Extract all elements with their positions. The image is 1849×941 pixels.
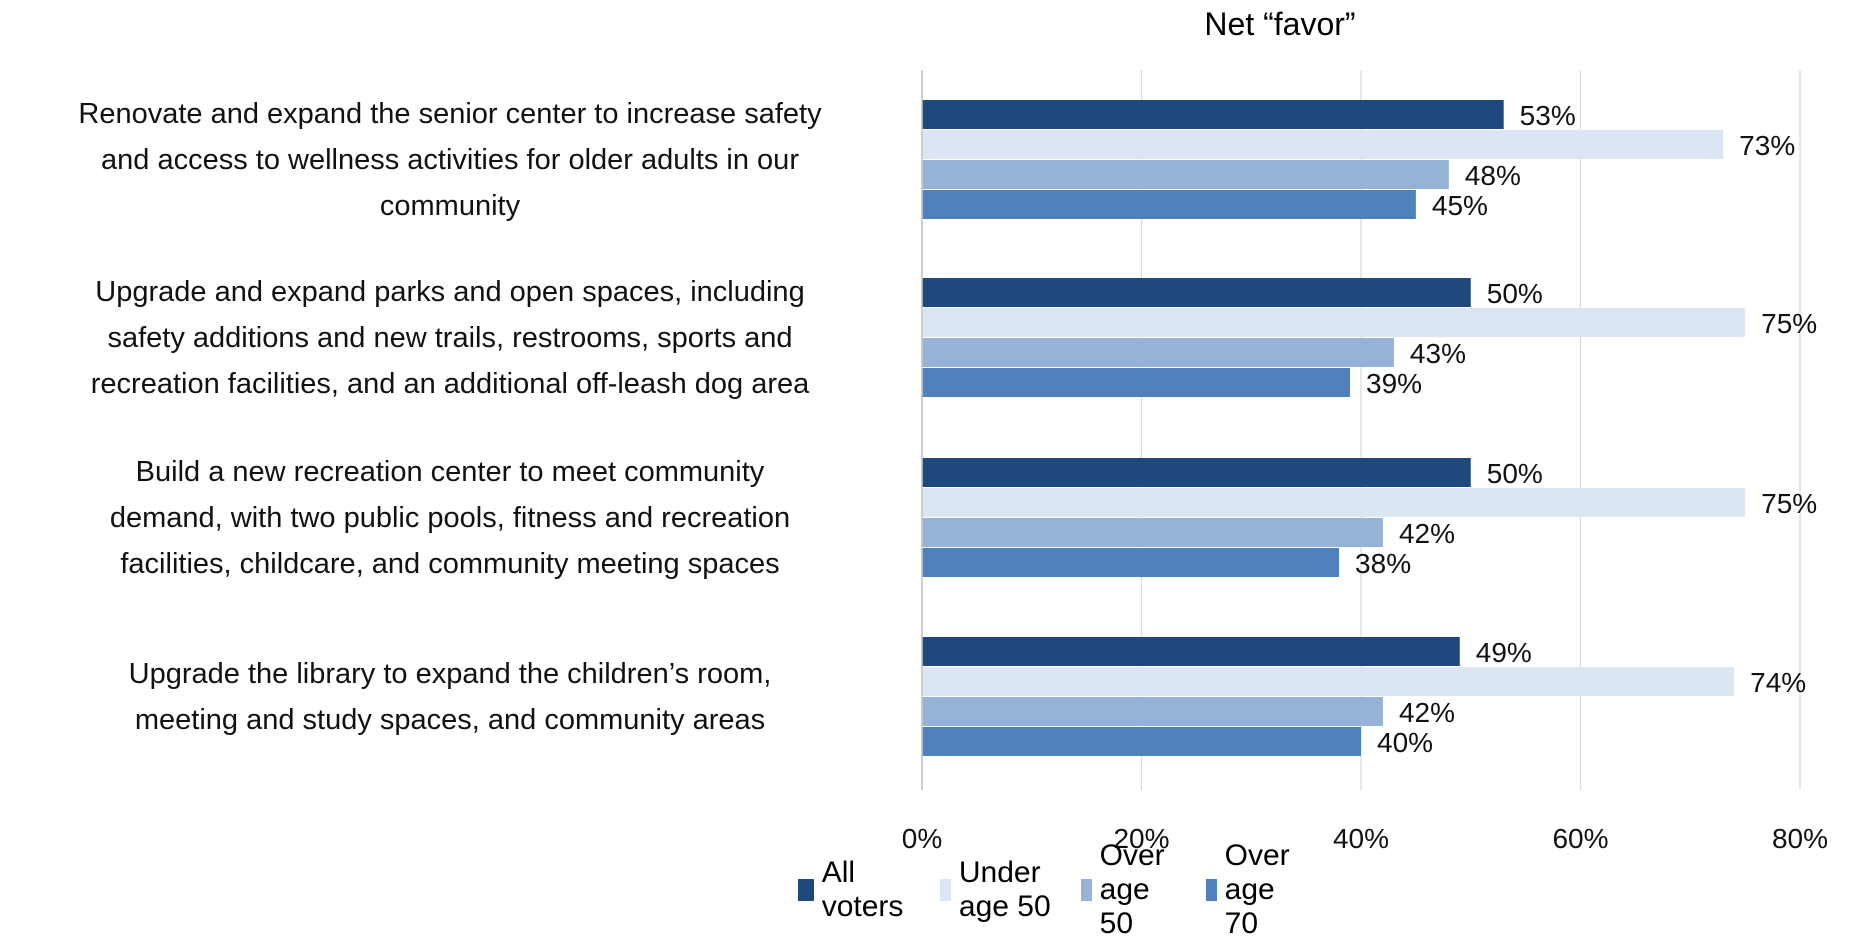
- bar: [922, 100, 1504, 129]
- data-label: 50%: [1487, 278, 1543, 309]
- bar: [922, 697, 1383, 726]
- bar: [922, 727, 1361, 756]
- category-label: Upgrade and expand parks and open spaces…: [15, 269, 885, 407]
- category-label-line: and access to wellness activities for ol…: [101, 144, 799, 176]
- data-label: 53%: [1520, 100, 1576, 131]
- category-label-line: facilities, childcare, and community mee…: [120, 548, 780, 580]
- category-label-line: meeting and study spaces, and community …: [134, 704, 766, 736]
- category-label: Build a new recreation center to meet co…: [15, 449, 885, 587]
- data-label: 42%: [1399, 697, 1455, 728]
- data-label: 40%: [1377, 727, 1433, 758]
- category-label-line: Upgrade the library to expand the childr…: [128, 658, 772, 690]
- data-label: 75%: [1761, 308, 1817, 339]
- bar: [922, 338, 1394, 367]
- legend-item: Under age 50: [939, 856, 1052, 924]
- bar: [922, 667, 1735, 696]
- category-label: Upgrade the library to expand the childr…: [15, 651, 885, 743]
- legend: All voters Under age 50 Over age 50 Over ag…: [798, 839, 1331, 940]
- legend-swatch: [939, 879, 951, 901]
- x-tick-label: 40%: [1333, 823, 1389, 854]
- data-label: 38%: [1355, 548, 1411, 579]
- legend-swatch: [1081, 879, 1092, 901]
- legend-item: All voters: [798, 856, 910, 924]
- x-tick-label: 80%: [1772, 823, 1828, 854]
- legend-swatch: [798, 879, 814, 901]
- legend-item: Over age 50: [1081, 839, 1176, 941]
- legend-label: All voters: [821, 856, 904, 923]
- bar: [922, 488, 1746, 517]
- chart-title: Net “favor”: [1204, 6, 1356, 42]
- bar: [922, 308, 1746, 337]
- legend-label: Under age 50: [958, 856, 1051, 923]
- data-label: 49%: [1476, 637, 1532, 668]
- bar: [922, 518, 1383, 547]
- category-label-line: Upgrade and expand parks and open spaces…: [95, 276, 805, 308]
- category-label-line: Build a new recreation center to meet co…: [135, 456, 765, 488]
- category-label-line: recreation facilities, and an additional…: [90, 368, 810, 400]
- x-tick-label: 0%: [902, 823, 942, 854]
- legend-label: Over age 70: [1224, 839, 1290, 940]
- bar: [922, 458, 1471, 487]
- bar: [922, 368, 1351, 397]
- category-label: Renovate and expand the senior center to…: [15, 91, 885, 229]
- bar: [922, 278, 1471, 307]
- data-label: 75%: [1761, 488, 1817, 519]
- data-label: 42%: [1399, 518, 1455, 549]
- data-label: 48%: [1465, 160, 1521, 191]
- data-label: 39%: [1366, 368, 1422, 399]
- x-tick-label: 20%: [1113, 823, 1169, 854]
- legend-label: Over age 50: [1099, 839, 1165, 940]
- legend-item: Over age 70: [1206, 839, 1301, 941]
- bar: [922, 190, 1416, 219]
- data-label: 50%: [1487, 458, 1543, 489]
- category-label-line: demand, with two public pools, fitness a…: [109, 502, 791, 534]
- category-label-line: community: [379, 190, 521, 222]
- data-label: 73%: [1739, 130, 1795, 161]
- data-label: 45%: [1432, 190, 1488, 221]
- category-label-line: Renovate and expand the senior center to…: [78, 98, 822, 130]
- x-tick-label: 60%: [1552, 823, 1608, 854]
- bar: [922, 637, 1460, 666]
- legend-swatch: [1206, 879, 1217, 901]
- data-label: 74%: [1750, 667, 1806, 698]
- bar: [922, 548, 1340, 577]
- bar: [922, 160, 1449, 189]
- data-label: 43%: [1410, 338, 1466, 369]
- category-label-line: safety additions and new trails, restroo…: [107, 322, 793, 354]
- bar: [922, 130, 1724, 159]
